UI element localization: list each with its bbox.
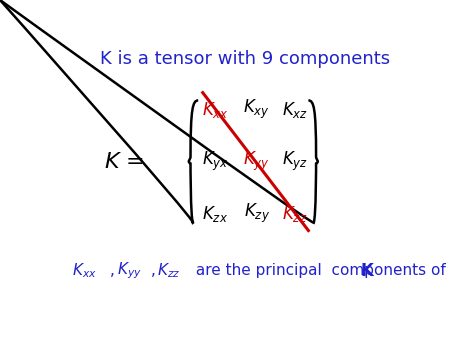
Text: $\mathbf{K}$: $\mathbf{K}$ [360,262,375,280]
Text: K is a tensor with 9 components: K is a tensor with 9 components [99,50,390,68]
Text: ,: , [110,263,115,279]
Text: are the principal  components of: are the principal components of [190,263,445,279]
Text: $K_{yz}$: $K_{yz}$ [282,150,308,173]
Text: $K_{xy}$: $K_{xy}$ [243,98,270,121]
Text: $K_{zz}$: $K_{zz}$ [283,203,308,224]
Text: $K_{zx}$: $K_{zx}$ [202,203,228,224]
Text: $K_{xx}$: $K_{xx}$ [202,99,228,120]
Text: $K_{zy}$: $K_{zy}$ [244,202,270,225]
Text: $K_{zz}$: $K_{zz}$ [158,262,181,280]
Text: $K_{xz}$: $K_{xz}$ [282,99,308,120]
Text: ,: , [150,263,155,279]
Text: $K_{yy}$: $K_{yy}$ [243,150,270,173]
Text: $K_{xx}$: $K_{xx}$ [72,262,97,280]
Text: $K_{yy}$: $K_{yy}$ [117,261,142,281]
Text: $K_{yx}$: $K_{yx}$ [202,150,228,173]
Text: $K$ =: $K$ = [104,151,144,172]
